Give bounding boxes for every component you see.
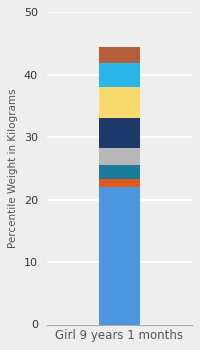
Bar — [99, 47, 140, 63]
Y-axis label: Percentile Weight in Kilograms: Percentile Weight in Kilograms — [8, 89, 18, 248]
Bar — [99, 87, 140, 118]
Bar — [99, 187, 140, 324]
Bar — [99, 63, 140, 87]
Bar — [99, 148, 140, 164]
Bar — [99, 179, 140, 187]
Bar — [99, 164, 140, 179]
Bar — [99, 118, 140, 148]
